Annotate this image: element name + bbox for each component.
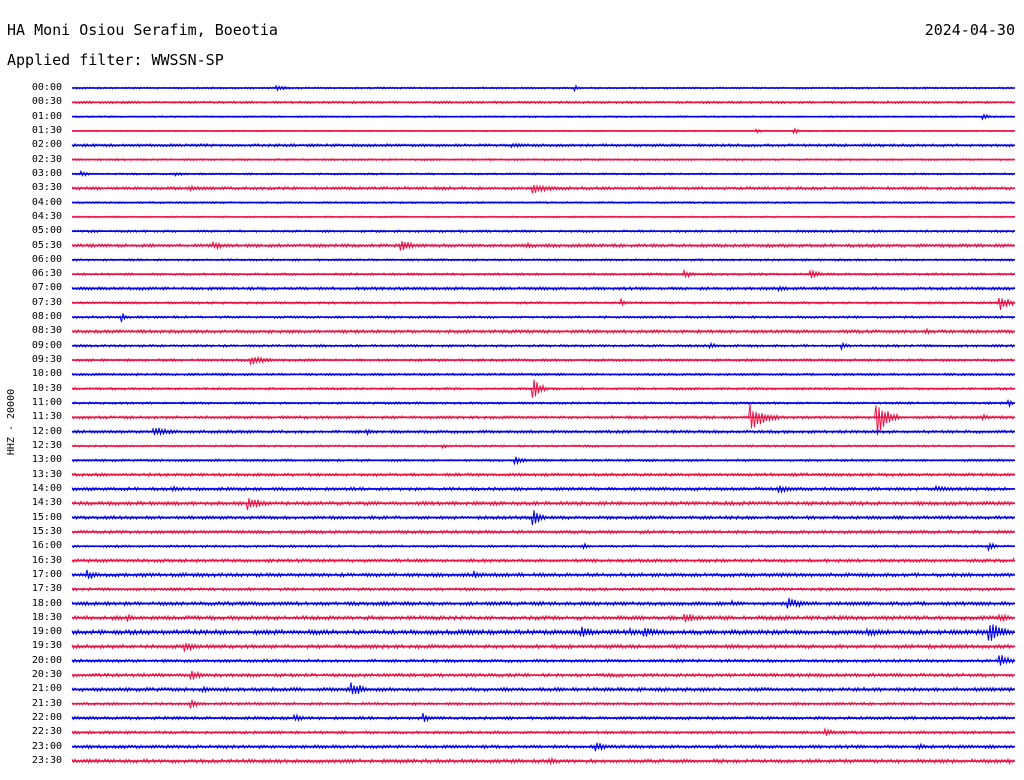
- time-label: 06:30: [31, 268, 62, 280]
- time-label: 08:00: [31, 311, 62, 323]
- time-label: 14:00: [31, 482, 62, 494]
- time-label: 07:00: [31, 282, 62, 294]
- trace-0730: [71, 297, 1015, 310]
- time-label: 03:00: [31, 167, 62, 179]
- time-label: 12:00: [31, 425, 62, 437]
- time-label: 02:30: [31, 153, 62, 165]
- time-label: 06:00: [31, 253, 62, 265]
- time-label: 00:30: [31, 96, 62, 108]
- trace-2100: [71, 682, 1015, 695]
- time-label: 19:30: [31, 640, 62, 652]
- time-label: 01:30: [31, 124, 62, 136]
- time-label: 17:30: [31, 583, 62, 595]
- time-label: 21:00: [31, 683, 62, 695]
- time-label: 19:00: [31, 626, 62, 638]
- time-label: 10:00: [31, 368, 62, 380]
- trace-1430: [71, 498, 1015, 511]
- time-label: 18:30: [31, 611, 62, 623]
- trace-0330: [71, 183, 1015, 194]
- time-label: 04:00: [31, 196, 62, 208]
- time-label: 01:00: [31, 110, 62, 122]
- time-label: 13:30: [31, 468, 62, 480]
- time-label: 10:30: [31, 382, 62, 394]
- time-label: 05:30: [31, 239, 62, 251]
- time-label: 23:30: [31, 755, 62, 767]
- time-label: 21:30: [31, 697, 62, 709]
- time-label: 15:30: [31, 525, 62, 537]
- date-label: 2024-04-30: [924, 21, 1015, 39]
- time-label: 04:30: [31, 210, 62, 222]
- time-label: 18:00: [31, 597, 62, 609]
- time-label: 22:30: [31, 726, 62, 738]
- station-title: HA Moni Osiou Serafim, Boeotia: [7, 21, 278, 39]
- time-label: 05:00: [31, 225, 62, 237]
- time-label: 13:00: [31, 454, 62, 466]
- time-label: 14:30: [31, 497, 62, 509]
- time-label: 20:30: [31, 669, 62, 681]
- time-label: 07:30: [31, 296, 62, 308]
- time-label: 15:00: [31, 511, 62, 523]
- time-label: 00:00: [31, 82, 62, 93]
- time-label: 08:30: [31, 325, 62, 337]
- time-label: 11:00: [31, 397, 62, 409]
- trace-1930: [71, 642, 1015, 652]
- time-label: 09:30: [31, 354, 62, 366]
- filter-label: Applied filter: WWSSN-SP: [7, 51, 224, 69]
- time-label: 16:30: [31, 554, 62, 566]
- time-label: 22:00: [31, 712, 62, 724]
- time-label: 17:00: [31, 568, 62, 580]
- time-label: 03:30: [31, 182, 62, 194]
- time-label: 23:00: [31, 740, 62, 752]
- time-label: 11:30: [31, 411, 62, 423]
- time-label: 16:00: [31, 540, 62, 552]
- time-label: 12:30: [31, 440, 62, 451]
- time-label: 09:00: [31, 339, 62, 351]
- time-label: 20:00: [31, 654, 62, 666]
- time-label: 02:00: [31, 139, 62, 151]
